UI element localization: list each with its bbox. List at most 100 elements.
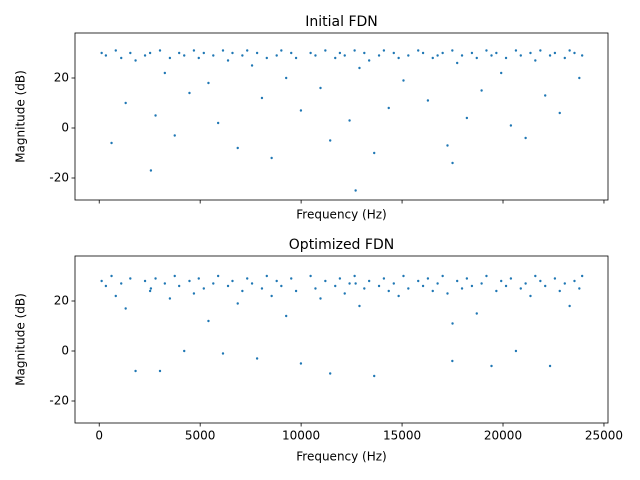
point [446, 144, 449, 147]
point [290, 51, 293, 55]
point [455, 279, 459, 283]
point [578, 287, 581, 290]
point [197, 56, 200, 60]
point [284, 76, 288, 80]
point [173, 274, 176, 278]
point [270, 156, 273, 160]
point [451, 161, 454, 165]
point [202, 287, 206, 290]
point [207, 319, 210, 323]
point [260, 96, 264, 100]
point [563, 56, 566, 60]
point [324, 279, 327, 283]
point [377, 284, 381, 288]
point [280, 284, 283, 288]
point [221, 352, 225, 355]
point [524, 136, 527, 140]
point [173, 134, 176, 137]
point [154, 114, 157, 117]
point [328, 372, 332, 375]
point [134, 369, 137, 373]
point [387, 289, 390, 293]
point [519, 287, 522, 290]
point [465, 277, 469, 280]
point [241, 54, 244, 57]
point [455, 61, 459, 65]
point [163, 282, 167, 285]
point [480, 89, 483, 92]
point [299, 109, 303, 112]
point [154, 277, 157, 280]
point [495, 289, 498, 293]
point [539, 49, 542, 52]
point [114, 49, 117, 52]
point [373, 151, 376, 155]
point [309, 51, 312, 55]
point [568, 49, 571, 52]
point [509, 277, 513, 280]
y-tick-label: 20 [54, 294, 69, 308]
point [231, 51, 234, 55]
point [509, 124, 513, 127]
point [290, 277, 293, 280]
x-tick-label: 15000 [383, 429, 421, 443]
point [436, 282, 439, 285]
point [524, 282, 527, 285]
point [104, 284, 108, 288]
point [114, 294, 117, 298]
point [120, 282, 123, 285]
point [358, 304, 361, 308]
point [382, 277, 386, 280]
point [514, 349, 518, 353]
point [197, 277, 200, 280]
point [149, 169, 153, 172]
point [124, 101, 127, 105]
point [177, 51, 181, 55]
point [558, 111, 561, 115]
x-tick-label: 10000 [282, 429, 320, 443]
axes-frame [74, 32, 609, 201]
y-axis-label: Magnitude (dB) [14, 70, 28, 163]
point [529, 294, 532, 298]
point [529, 51, 532, 55]
point [407, 287, 410, 290]
point [226, 284, 230, 288]
point [519, 54, 522, 57]
point [338, 277, 342, 280]
point [421, 284, 425, 288]
point [183, 349, 186, 353]
point [120, 56, 123, 60]
point [367, 279, 371, 283]
point [563, 282, 566, 285]
point [158, 49, 162, 52]
point [544, 284, 547, 288]
point [382, 49, 386, 52]
point [110, 274, 113, 278]
point [338, 51, 342, 55]
point [104, 54, 108, 57]
x-tick-label: 0 [95, 429, 103, 443]
point [431, 289, 434, 293]
point [451, 322, 454, 325]
point [402, 79, 405, 82]
point [499, 71, 503, 75]
point [441, 51, 444, 55]
point [284, 314, 288, 318]
point [231, 279, 234, 283]
point [343, 54, 346, 57]
y-tick-label: -20 [49, 171, 69, 185]
point [568, 304, 571, 308]
point [212, 282, 215, 285]
point [216, 274, 220, 278]
point [553, 51, 557, 55]
y-axis-label: Magnitude (dB) [14, 293, 28, 386]
y-tick-label: -20 [49, 394, 69, 408]
point [451, 49, 454, 52]
point [446, 292, 449, 295]
point [397, 56, 400, 60]
point [465, 116, 469, 120]
point [110, 141, 113, 145]
point [417, 49, 420, 52]
point [183, 54, 186, 57]
